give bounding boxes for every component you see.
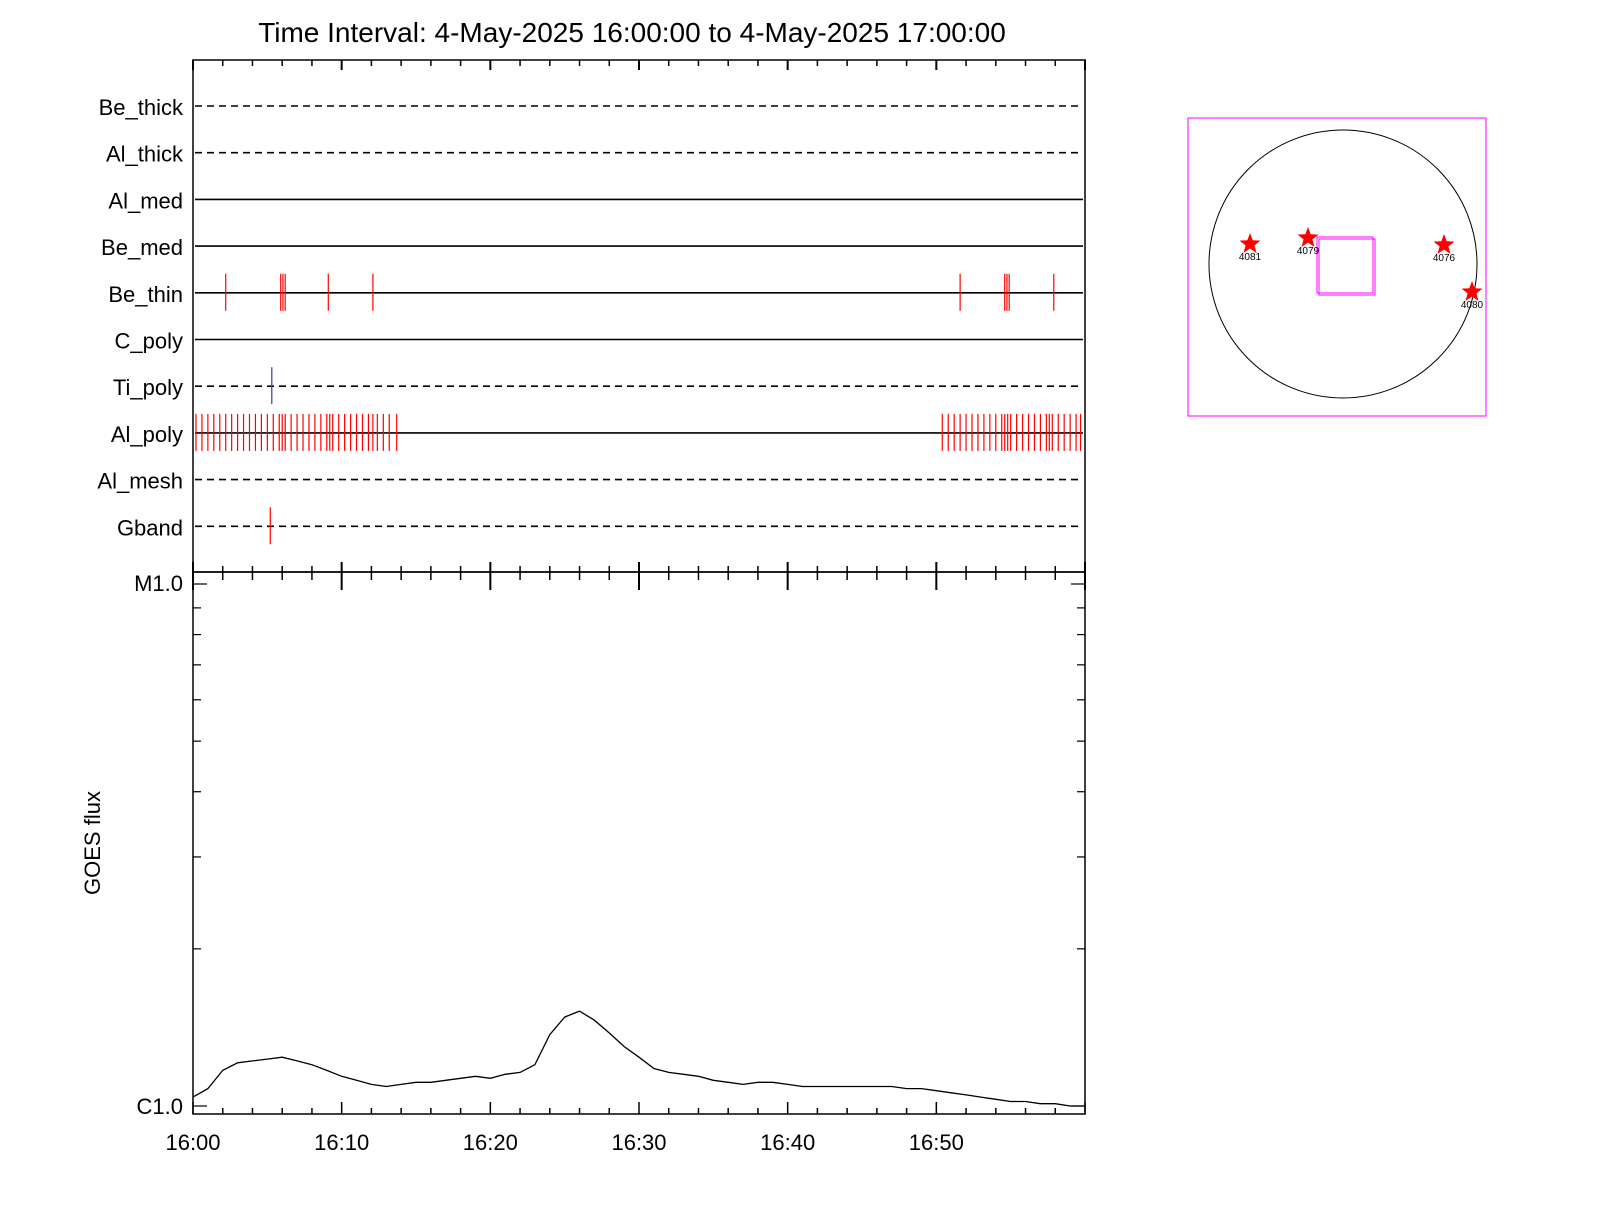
row-label-al-mesh: Al_mesh — [97, 469, 183, 494]
ar-star-icon — [1461, 281, 1483, 301]
chart-title: Time Interval: 4-May-2025 16:00:00 to 4-… — [258, 17, 1006, 48]
ar-label: 4076 — [1433, 253, 1456, 264]
timeline-frame — [192, 59, 1086, 573]
flux-ytick-min: C1.0 — [137, 1094, 183, 1119]
flux-xtick-label: 16:00 — [165, 1130, 220, 1155]
locator-map: 4081 4079 4076 4080 — [1187, 117, 1487, 417]
solar-disk — [1208, 129, 1478, 399]
timeline-rows: Be_thick Al_thick Al_med Be_med Be_thin C_pol… — [97, 95, 1083, 545]
flux-ticks — [192, 572, 1086, 1114]
row-label-be-med: Be_med — [101, 235, 183, 260]
ar-star-icon — [1239, 233, 1261, 253]
ar-label: 4080 — [1461, 300, 1484, 311]
flux-frame — [192, 571, 1086, 1115]
row-label-al-thick: Al_thick — [106, 142, 184, 167]
row-label-gband: Gband — [117, 515, 183, 540]
flux-xtick-label: 16:50 — [909, 1130, 964, 1155]
flux-xlabels: 16:00 16:10 16:20 16:30 16:40 16:50 — [165, 1130, 963, 1155]
ar-label: 4081 — [1239, 252, 1262, 263]
timeline-ticks — [192, 60, 1086, 572]
goes-flux-line — [192, 1010, 1085, 1107]
ar-label: 4079 — [1297, 246, 1320, 257]
row-label-be-thick: Be_thick — [99, 95, 184, 120]
flux-ytick-max: M1.0 — [134, 571, 183, 596]
locator-frame — [1187, 117, 1487, 417]
flux-xtick-label: 16:10 — [314, 1130, 369, 1155]
ar-star-icon — [1433, 234, 1455, 254]
fov-box — [1316, 236, 1374, 294]
active-region-markers: 4081 4079 4076 4080 — [1239, 227, 1484, 311]
row-label-ti-poly: Ti_poly — [113, 375, 183, 400]
flux-ylabel: GOES flux — [80, 791, 105, 895]
flux-xtick-label: 16:30 — [611, 1130, 666, 1155]
flux-xtick-label: 16:40 — [760, 1130, 815, 1155]
row-label-be-thin: Be_thin — [108, 282, 183, 307]
row-label-al-med: Al_med — [108, 188, 183, 213]
ar-star-icon — [1297, 227, 1319, 247]
flux-xtick-label: 16:20 — [463, 1130, 518, 1155]
row-label-c-poly: C_poly — [115, 329, 183, 354]
fov-box-2 — [1318, 238, 1376, 296]
row-label-al-poly: Al_poly — [111, 422, 183, 447]
